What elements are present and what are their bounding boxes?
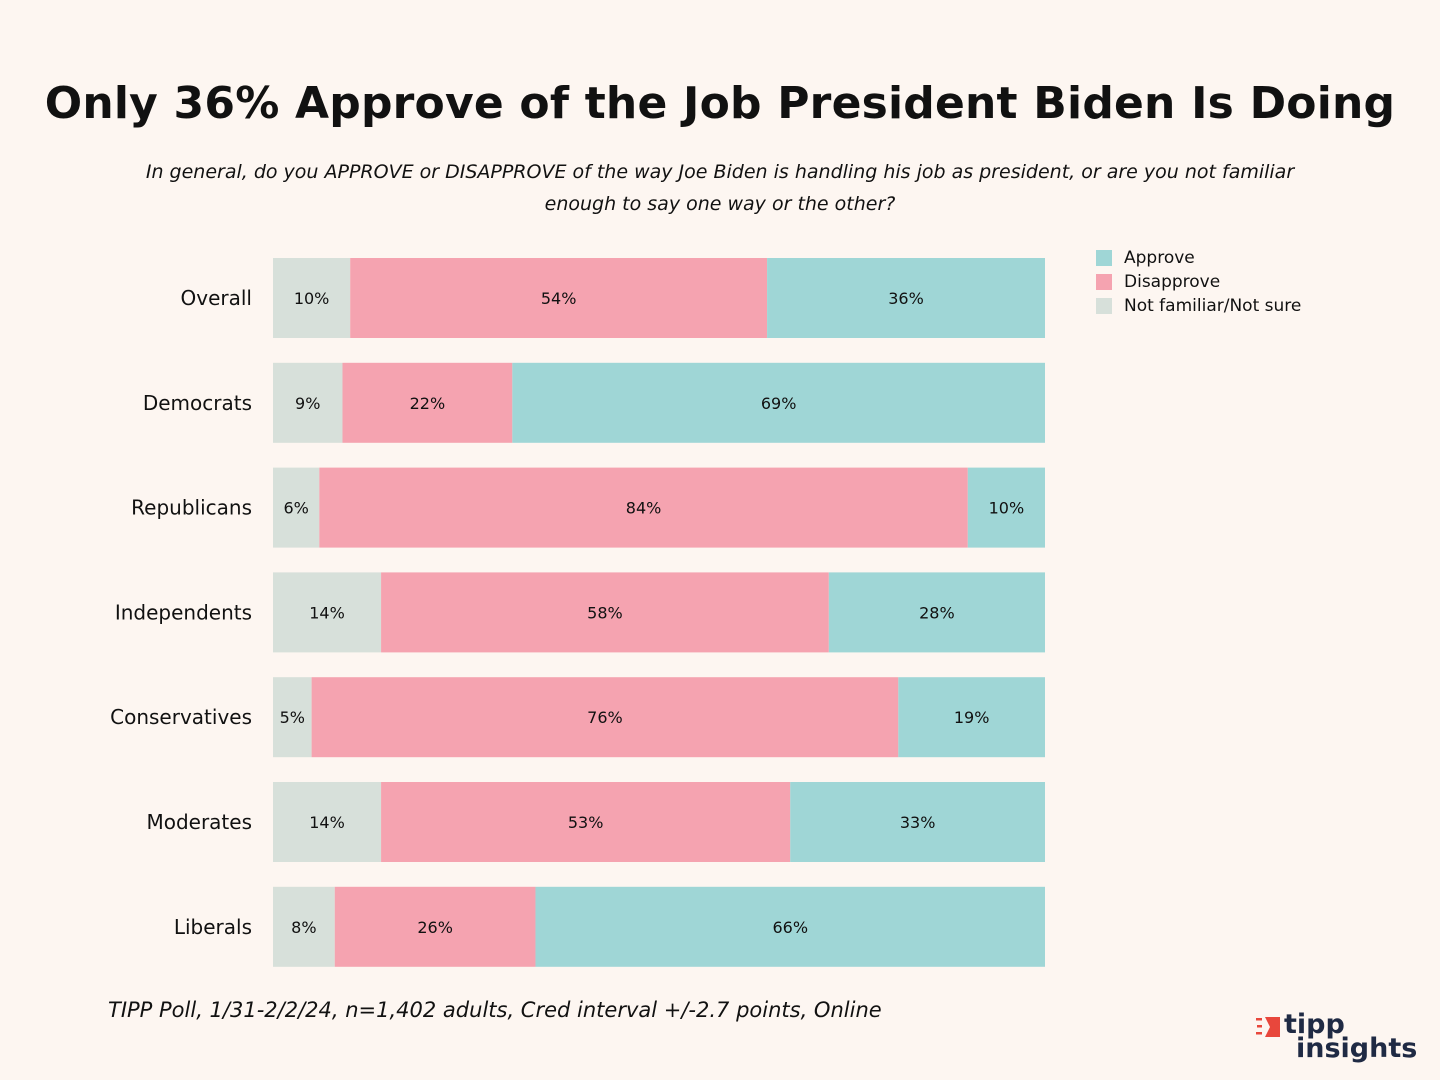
tipp-insights-logo: tipp insights: [1256, 1009, 1418, 1068]
data-label-liberals-disapprove: 26%: [417, 918, 453, 937]
data-label-moderates-disapprove: 53%: [568, 813, 604, 832]
data-label-independents-not-sure: 14%: [309, 603, 345, 622]
data-label-democrats-approve: 69%: [761, 394, 797, 413]
bar-liberals-not-sure: [273, 886, 335, 967]
bar-moderates-approve: [790, 782, 1045, 862]
data-label-democrats-disapprove: 22%: [410, 394, 446, 413]
data-label-liberals-approve: 66%: [772, 918, 808, 937]
bar-overall-not-sure: [273, 258, 351, 338]
bar-democrats-disapprove: [342, 362, 513, 443]
category-label-democrats: Democrats: [143, 391, 252, 415]
bar-moderates-not-sure: [273, 782, 382, 862]
legend-label-not-sure: Not familiar/Not sure: [1124, 296, 1302, 316]
category-label-moderates: Moderates: [146, 810, 252, 834]
category-label-independents: Independents: [115, 600, 252, 624]
bar-republicans-not-sure: [273, 467, 320, 548]
legend-item-disapprove: Disapprove: [1096, 270, 1301, 294]
legend: Approve Disapprove Not familiar/Not sure: [1096, 246, 1301, 318]
bar-independents-not-sure: [273, 572, 382, 653]
bar-moderates-disapprove: [381, 782, 791, 862]
bar-overall-disapprove: [350, 258, 768, 338]
bar-overall-approve: [767, 258, 1045, 338]
data-label-moderates-not-sure: 14%: [309, 813, 345, 832]
bar-republicans-disapprove: [319, 467, 968, 548]
legend-item-approve: Approve: [1096, 246, 1301, 270]
bar-republicans-approve: [967, 467, 1045, 548]
data-label-republicans-approve: 10%: [989, 499, 1025, 518]
data-label-overall-disapprove: 54%: [541, 289, 577, 308]
data-label-overall-not-sure: 10%: [294, 289, 330, 308]
bar-conservatives-approve: [898, 677, 1045, 758]
data-label-moderates-approve: 33%: [900, 813, 936, 832]
data-label-liberals-not-sure: 8%: [291, 918, 316, 937]
bar-liberals-disapprove: [334, 886, 536, 967]
bar-democrats-approve: [512, 362, 1045, 443]
data-label-conservatives-approve: 19%: [954, 708, 990, 727]
data-label-republicans-disapprove: 84%: [626, 499, 662, 518]
category-label-republicans: Republicans: [131, 496, 252, 520]
data-label-republicans-not-sure: 6%: [283, 499, 308, 518]
logo-mark-icon: [1256, 1017, 1280, 1037]
legend-swatch-not-sure: [1096, 298, 1112, 314]
source-footnote: TIPP Poll, 1/31-2/2/24, n=1,402 adults, …: [108, 998, 882, 1022]
bar-democrats-not-sure: [273, 362, 343, 443]
data-label-democrats-not-sure: 9%: [295, 394, 320, 413]
bar-conservatives-disapprove: [311, 677, 899, 758]
data-label-overall-approve: 36%: [888, 289, 924, 308]
legend-swatch-approve: [1096, 250, 1112, 266]
bar-independents-approve: [828, 572, 1045, 653]
data-label-independents-approve: 28%: [919, 603, 955, 622]
category-label-liberals: Liberals: [174, 915, 252, 939]
category-label-overall: Overall: [181, 286, 252, 310]
category-label-conservatives: Conservatives: [110, 705, 252, 729]
logo-text-insights: insights: [1296, 1033, 1418, 1064]
legend-swatch-disapprove: [1096, 274, 1112, 290]
legend-label-approve: Approve: [1124, 248, 1195, 268]
chart-subtitle: In general, do you APPROVE or DISAPPROVE…: [145, 161, 1295, 215]
bar-liberals-approve: [535, 886, 1045, 967]
data-label-independents-disapprove: 58%: [587, 603, 623, 622]
data-label-conservatives-not-sure: 5%: [280, 708, 305, 727]
logo-text-tipp: tipp: [1284, 1009, 1345, 1040]
bar-conservatives-not-sure: [273, 677, 312, 758]
data-label-conservatives-disapprove: 76%: [587, 708, 623, 727]
bar-independents-disapprove: [381, 572, 829, 653]
chart-title: Only 36% Approve of the Job President Bi…: [44, 78, 1396, 129]
legend-item-not-sure: Not familiar/Not sure: [1096, 294, 1301, 318]
legend-label-disapprove: Disapprove: [1124, 272, 1221, 292]
